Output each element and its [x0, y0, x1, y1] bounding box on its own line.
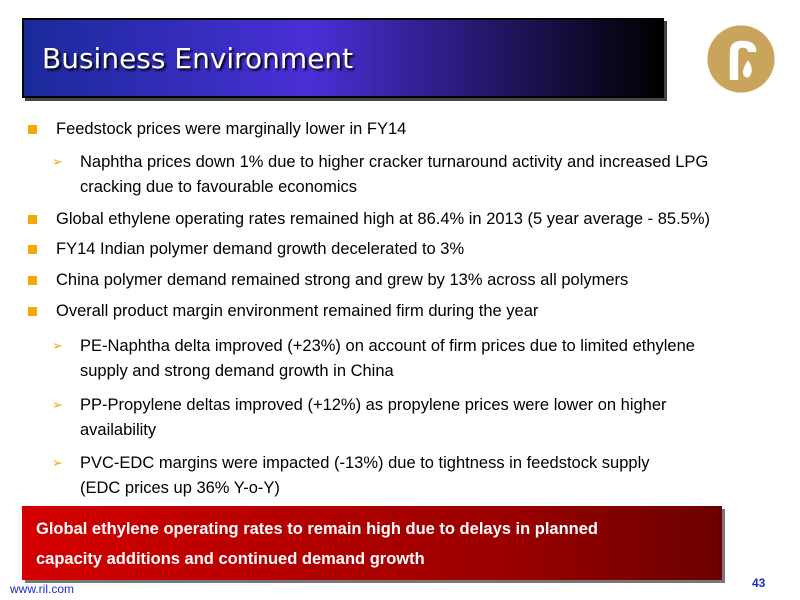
bullet-text: supply and strong demand growth in China — [80, 362, 394, 380]
bullet-text: PE-Naphtha delta improved (+23%) on acco… — [80, 337, 695, 355]
bullet-text: China polymer demand remained strong and… — [56, 271, 629, 289]
arrow-bullet-icon: ➢ — [52, 455, 63, 470]
banner-line-2: capacity additions and continued demand … — [36, 550, 425, 568]
arrow-bullet-icon: ➢ — [52, 154, 63, 169]
square-bullet-icon — [28, 276, 37, 285]
bullet-text: Overall product margin environment remai… — [56, 302, 539, 320]
square-bullet-icon — [28, 245, 37, 254]
square-bullet-icon — [28, 307, 37, 316]
conclusion-banner: Global ethylene operating rates to remai… — [22, 506, 722, 580]
page-number: 43 — [752, 576, 766, 590]
square-bullet-icon — [28, 125, 37, 134]
bullet-text: PVC-EDC margins were impacted (-13%) due… — [80, 454, 650, 472]
bullet-text: (EDC prices up 36% Y-o-Y) — [80, 479, 280, 497]
square-bullet-icon — [28, 215, 37, 224]
company-logo-icon — [707, 25, 775, 93]
bullet-text: Feedstock prices were marginally lower i… — [56, 120, 407, 138]
website-link[interactable]: www.ril.com — [10, 582, 75, 596]
title-bar: Business Environment — [22, 18, 664, 98]
arrow-bullet-icon: ➢ — [52, 338, 63, 353]
arrow-bullet-icon: ➢ — [52, 397, 63, 412]
bullet-text: PP-Propylene deltas improved (+12%) as p… — [80, 396, 667, 414]
bullet-text: cracking due to favourable economics — [80, 178, 357, 196]
bullet-text: Global ethylene operating rates remained… — [56, 210, 710, 228]
bullet-text: availability — [80, 421, 157, 439]
bullet-text: FY14 Indian polymer demand growth decele… — [56, 240, 465, 258]
page-title: Business Environment — [42, 42, 354, 75]
bullet-text: Naphtha prices down 1% due to higher cra… — [80, 153, 709, 171]
banner-line-1: Global ethylene operating rates to remai… — [36, 520, 599, 538]
